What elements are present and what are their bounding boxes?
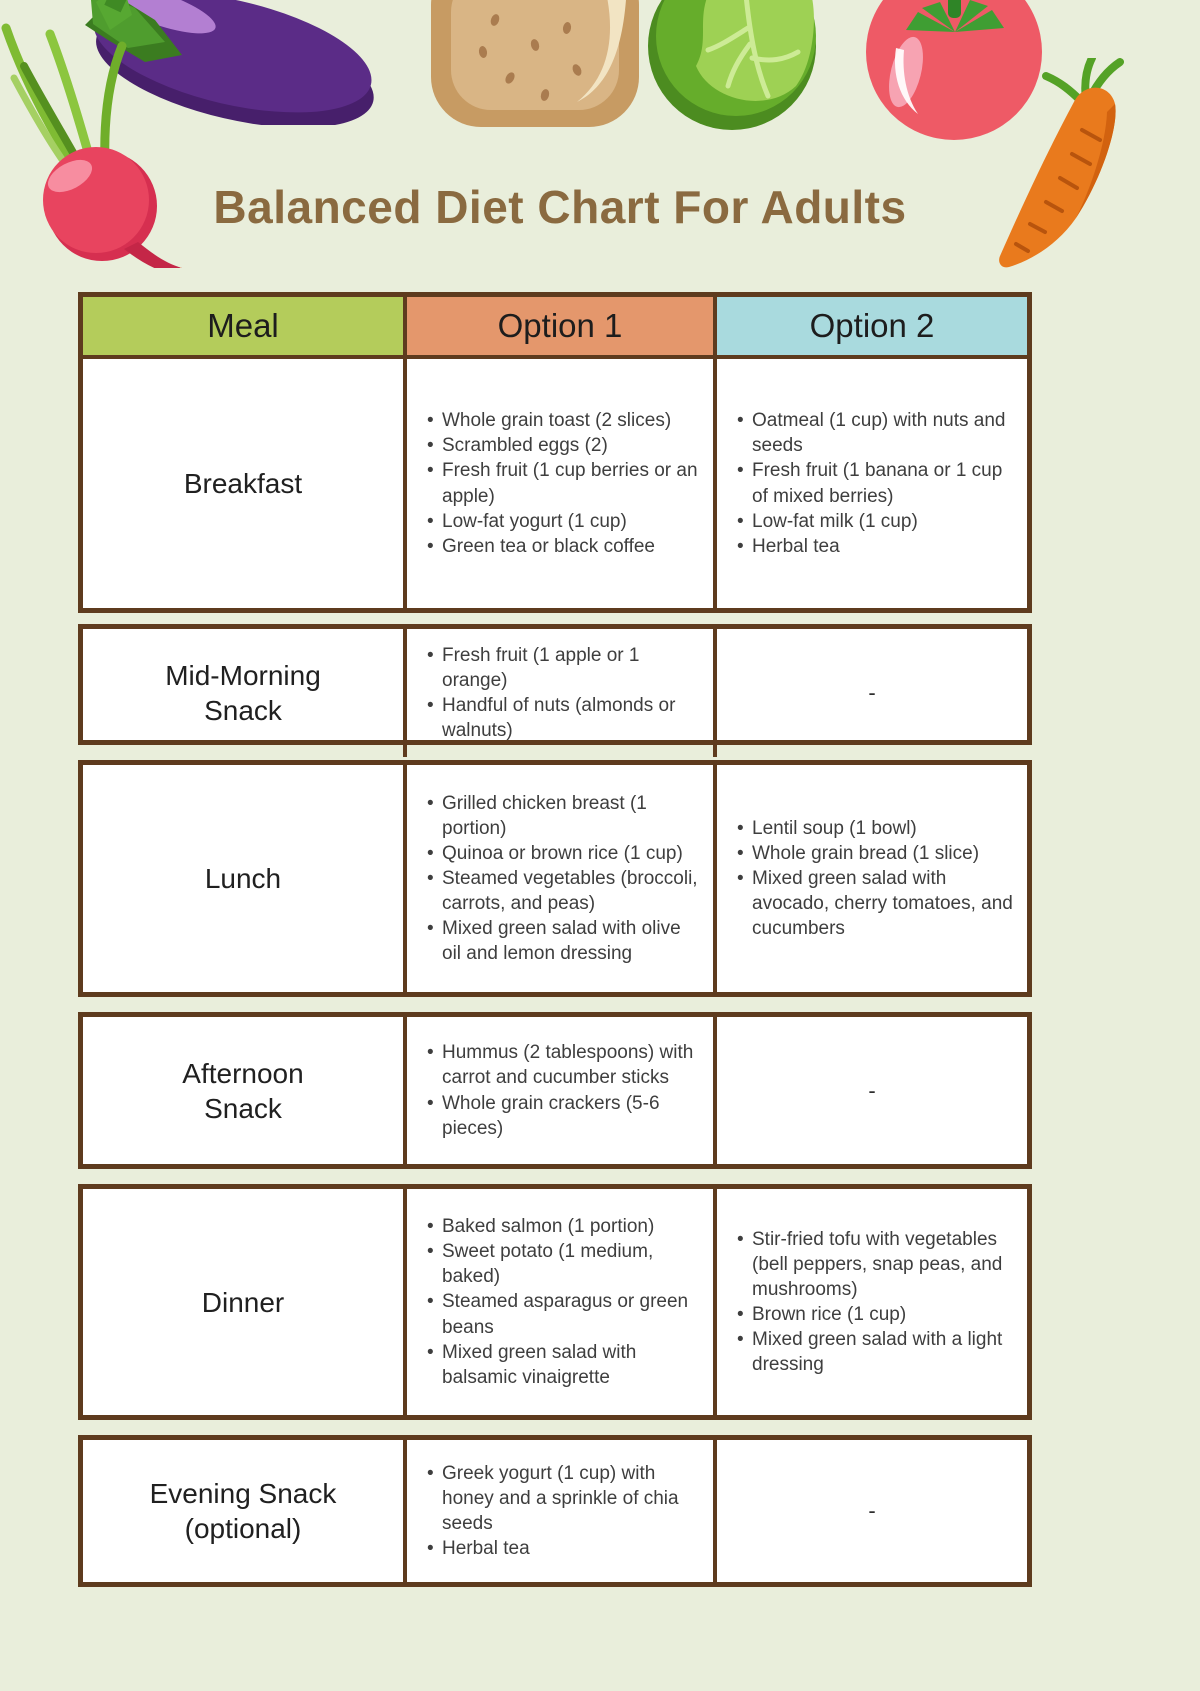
column-header-option2: Option 2 xyxy=(713,297,1027,359)
menu-item: Low-fat milk (1 cup) xyxy=(737,509,1015,534)
menu-item-list: Whole grain toast (2 slices)Scrambled eg… xyxy=(427,408,701,559)
menu-item-list: Stir-fried tofu with vegetables (bell pe… xyxy=(737,1227,1015,1377)
meal-name-cell: Lunch xyxy=(204,863,282,894)
diet-table-row: Lunch Grilled chicken breast (1 portion)Q… xyxy=(78,760,1032,997)
menu-item: Lentil soup (1 bowl) xyxy=(737,816,1015,841)
menu-item: Green tea or black coffee xyxy=(427,534,701,559)
meal-name-cell: Mid-Morning Snack xyxy=(165,660,321,727)
menu-item: Whole grain crackers (5-6 pieces) xyxy=(427,1091,701,1141)
option2-empty-cell: - xyxy=(713,629,1027,758)
menu-item: Greek yogurt (1 cup) with honey and a sp… xyxy=(427,1461,701,1536)
page-title: Balanced Diet Chart For Adults xyxy=(213,181,907,233)
menu-item: Quinoa or brown rice (1 cup) xyxy=(427,841,701,866)
diet-table-row: Afternoon Snack Hummus (2 tablespoons) wi… xyxy=(78,1012,1032,1169)
menu-item: Fresh fruit (1 apple or 1 orange) xyxy=(427,643,701,693)
diet-table-row: Mid-Morning Snack Fresh fruit (1 apple or… xyxy=(78,624,1032,758)
menu-item: Scrambled eggs (2) xyxy=(427,433,701,458)
menu-item: Stir-fried tofu with vegetables (bell pe… xyxy=(737,1227,1015,1302)
menu-item: Hummus (2 tablespoons) with carrot and c… xyxy=(427,1040,701,1090)
option2-cell: Lentil soup (1 bowl)Whole grain bread (1… xyxy=(713,765,1027,992)
meal-name-cell: Afternoon Snack xyxy=(182,1057,304,1124)
eggplant-icon xyxy=(85,0,374,125)
menu-item-list: Lentil soup (1 bowl)Whole grain bread (1… xyxy=(737,816,1015,941)
meal-name-cell: Breakfast xyxy=(183,468,303,499)
cabbage-icon xyxy=(648,0,816,130)
option1-cell: Grilled chicken breast (1 portion)Quinoa… xyxy=(403,765,713,992)
meal-name-cell: Dinner xyxy=(201,1286,285,1318)
option1-cell: Whole grain toast (2 slices)Scrambled eg… xyxy=(403,359,713,608)
menu-item-list: Baked salmon (1 portion)Sweet potato (1 … xyxy=(427,1214,701,1390)
menu-item: Handful of nuts (almonds or walnuts) xyxy=(427,693,701,743)
menu-item-list: Fresh fruit (1 apple or 1 orange)Handful… xyxy=(427,643,701,743)
menu-item: Fresh fruit (1 banana or 1 cup of mixed … xyxy=(737,458,1015,508)
menu-item: Brown rice (1 cup) xyxy=(737,1302,1015,1327)
menu-item: Fresh fruit (1 cup berries or an apple) xyxy=(427,458,701,508)
menu-item: Sweet potato (1 medium, baked) xyxy=(427,1239,701,1289)
menu-item-list: Oatmeal (1 cup) with nuts and seedsFresh… xyxy=(737,408,1015,559)
menu-item: Mixed green salad with a light dressing xyxy=(737,1327,1015,1377)
diet-table: Meal Option 1 Option 2 Breakfast Whole gr… xyxy=(78,292,1032,1587)
diet-table-header-and-breakfast-row: Meal Option 1 Option 2 Breakfast Whole gr… xyxy=(78,292,1032,613)
bread-slice-icon xyxy=(431,0,639,127)
option2-cell: Stir-fried tofu with vegetables (bell pe… xyxy=(713,1189,1027,1415)
option1-cell: Baked salmon (1 portion)Sweet potato (1 … xyxy=(403,1189,713,1415)
menu-item: Low-fat yogurt (1 cup) xyxy=(427,509,701,534)
meal-name-cell: Evening Snack (optional) xyxy=(149,1478,337,1544)
diet-table-row: Evening Snack (optional) Greek yogurt (1 … xyxy=(78,1435,1032,1587)
option1-cell: Fresh fruit (1 apple or 1 orange)Handful… xyxy=(403,629,713,758)
menu-item: Mixed green salad with olive oil and lem… xyxy=(427,916,701,966)
menu-item: Whole grain toast (2 slices) xyxy=(427,408,701,433)
menu-item: Herbal tea xyxy=(737,534,1015,559)
option1-cell: Greek yogurt (1 cup) with honey and a sp… xyxy=(403,1440,713,1582)
menu-item: Steamed asparagus or green beans xyxy=(427,1289,701,1339)
option1-cell: Hummus (2 tablespoons) with carrot and c… xyxy=(403,1017,713,1164)
option2-cell: Oatmeal (1 cup) with nuts and seedsFresh… xyxy=(713,359,1027,608)
option2-empty-cell: - xyxy=(713,1440,1027,1582)
menu-item: Oatmeal (1 cup) with nuts and seeds xyxy=(737,408,1015,458)
menu-item: Baked salmon (1 portion) xyxy=(427,1214,701,1239)
menu-item: Steamed vegetables (broccoli, carrots, a… xyxy=(427,866,701,916)
tomato-icon xyxy=(866,0,1042,140)
menu-item-list: Grilled chicken breast (1 portion)Quinoa… xyxy=(427,791,701,967)
menu-item: Grilled chicken breast (1 portion) xyxy=(427,791,701,841)
carrot-icon xyxy=(999,58,1124,268)
menu-item: Mixed green salad with balsamic vinaigre… xyxy=(427,1340,701,1390)
menu-item-list: Hummus (2 tablespoons) with carrot and c… xyxy=(427,1040,701,1140)
menu-item-list: Greek yogurt (1 cup) with honey and a sp… xyxy=(427,1461,701,1561)
column-header-option1: Option 1 xyxy=(403,297,713,359)
column-header-meal: Meal xyxy=(83,297,403,359)
menu-item: Whole grain bread (1 slice) xyxy=(737,841,1015,866)
option2-empty-cell: - xyxy=(713,1017,1027,1164)
diet-table-row: Dinner Baked salmon (1 portion)Sweet pota… xyxy=(78,1184,1032,1420)
menu-item: Herbal tea xyxy=(427,1536,701,1561)
menu-item: Mixed green salad with avocado, cherry t… xyxy=(737,866,1015,941)
